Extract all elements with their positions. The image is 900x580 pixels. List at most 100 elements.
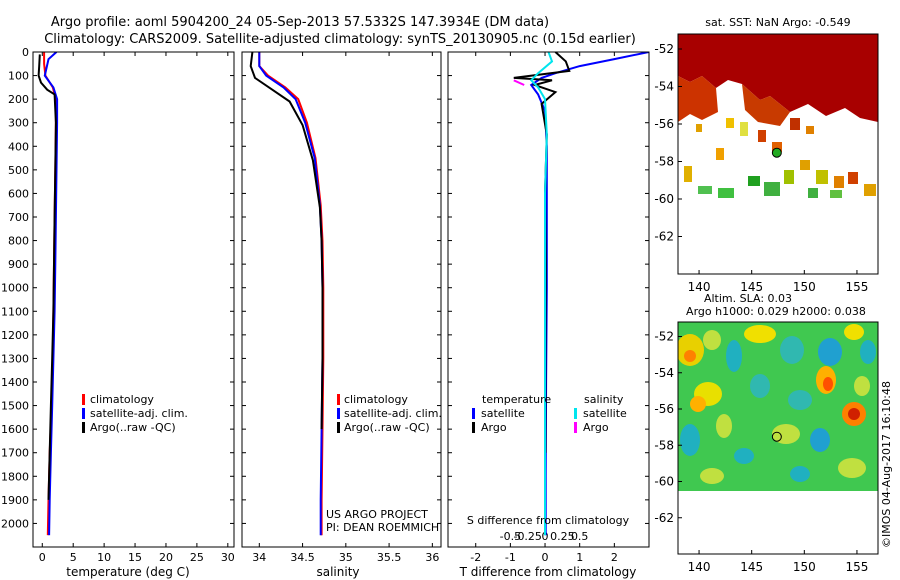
depth-tick-label: 200: [8, 93, 29, 106]
s-tick-label: 0: [542, 530, 549, 543]
legend-temp-satellite-label: satellite: [481, 407, 525, 420]
sst-patch: [784, 170, 794, 184]
sst-patch: [848, 172, 858, 184]
legend-temp-satellite-swatch: [472, 408, 475, 419]
sla-blob: [823, 377, 833, 391]
legend-climatology-swatch: [337, 394, 340, 405]
map-x-tick-label: 155: [845, 280, 868, 294]
map-y-tick-label: -56: [654, 402, 674, 416]
sst-patch: [758, 130, 766, 142]
sst-patch: [740, 122, 748, 136]
sst-patch: [716, 148, 724, 160]
series-line-satellite-adj-clim-: [43, 52, 59, 536]
sst-patch: [698, 186, 712, 194]
depth-tick-label: 900: [8, 258, 29, 271]
sst-map-panel: sat. SST: NaN Argo: -0.549: [654, 16, 879, 294]
depth-tick-label: 1100: [1, 305, 29, 318]
map-x-tick-label: 150: [793, 280, 816, 294]
sst-map-ticks: 140 145 150 155 -52 -54 -56 -58 -60 -62: [654, 42, 868, 294]
series-line-argo-raw-qc-: [249, 52, 324, 430]
salinity-panel: 34 34.5 35 35.5 36 salinity climatology sate…: [241, 51, 442, 579]
x-tick-label: 35: [339, 551, 353, 564]
depth-tick-label: 1700: [1, 447, 29, 460]
depth-tick-label: 1900: [1, 494, 29, 507]
s-tick-label: 0.5: [571, 530, 589, 543]
x-tick-label: 34.5: [290, 551, 315, 564]
legend-argo-label: Argo(..raw -QC): [90, 421, 176, 434]
series-line-satellite-adj-clim-: [258, 52, 324, 536]
x-tick-label: 5: [70, 551, 77, 564]
sst-patch: [834, 176, 844, 188]
sla-blob: [848, 408, 860, 420]
map-y-tick-label: -62: [654, 230, 674, 244]
depth-tick-label: 1500: [1, 400, 29, 413]
series-line-climatology: [258, 52, 325, 536]
x-tick-label: 34: [252, 551, 266, 564]
imos-watermark: ©IMOS 04-Aug-2017 16:10:48: [880, 381, 893, 548]
sst-map-frame: [677, 33, 879, 275]
s-difference-xlabel: S difference from climatology: [467, 514, 630, 527]
sla-blob: [838, 458, 866, 478]
depth-axis-ticks: 0 100 200 300 400 500 600 700 800 900 1000 1100 1200…: [1, 46, 234, 530]
salinity-legend: climatology satellite-adj. clim. Argo(..…: [337, 393, 442, 434]
sla-blob: [744, 325, 776, 343]
sla-map-ticks: 140 145 150 155 -52 -54 -56 -58 -60 -62: [654, 330, 868, 575]
legend-satellite-label: satellite-adj. clim.: [344, 407, 442, 420]
sst-patch: [806, 126, 814, 134]
salinity-axis-ticks: 34 34.5 35 35.5 36: [252, 52, 439, 564]
map-y-tick-label: -56: [654, 117, 674, 131]
temperature-legend: climatology satellite-adj. clim. Argo(..…: [82, 393, 188, 434]
difference-depth-ticks: [448, 51, 649, 524]
x-tick-label: -1: [505, 551, 516, 564]
t-difference-xlabel: T difference from climatology: [459, 565, 637, 579]
x-tick-label: 0: [39, 551, 46, 564]
map-y-tick-label: -58: [654, 438, 674, 452]
x-tick-label: 25: [190, 551, 204, 564]
depth-tick-label: 100: [8, 70, 29, 83]
x-tick-label: -2: [470, 551, 481, 564]
salinity-xlabel: salinity: [316, 565, 359, 579]
legend-sal-satellite-label: satellite: [583, 407, 627, 420]
sst-patch: [718, 188, 734, 198]
sla-blob: [734, 448, 754, 464]
legend-argo-label: Argo(..raw -QC): [344, 421, 430, 434]
s-tick-label: -0.25: [513, 530, 541, 543]
sla-blob: [818, 338, 842, 366]
map-y-tick-label: -52: [654, 330, 674, 344]
s-tick-label: 0.25: [550, 530, 575, 543]
salinity-depth-ticks: [242, 51, 441, 524]
sla-blob: [703, 330, 721, 350]
depth-tick-label: 1800: [1, 470, 29, 483]
sla-blob: [772, 424, 800, 444]
map-y-tick-label: -54: [654, 366, 674, 380]
legend-temp-argo-label: Argo: [481, 421, 507, 434]
sla-blob: [700, 468, 724, 484]
legend-sal-argo-swatch: [574, 422, 577, 433]
sla-blob: [684, 350, 696, 362]
map-x-tick-label: 140: [688, 280, 711, 294]
difference-panel: -2 -1 0 1 2 -0.5-0.25 0 0.250.5 T difference f…: [447, 51, 650, 579]
map-x-tick-label: 155: [845, 560, 868, 574]
salinity-panel-frame: [241, 51, 442, 548]
sst-patch: [816, 170, 828, 184]
difference-profile-lines: [513, 52, 649, 536]
depth-tick-label: 1400: [1, 376, 29, 389]
sst-patch: [726, 118, 734, 128]
sst-warm-edge-west: [678, 76, 718, 122]
temperature-xlabel: temperature (deg C): [66, 565, 189, 579]
sst-argo-position-marker: [771, 147, 782, 158]
legend-satellite-swatch: [337, 408, 340, 419]
pi-label: PI: DEAN ROEMMICH: [326, 521, 439, 534]
sla-map-frame: [677, 321, 879, 555]
map-y-tick-label: -60: [654, 475, 674, 489]
x-tick-label: 35.5: [377, 551, 402, 564]
x-tick-label: 36: [425, 551, 439, 564]
sst-warm-region: [678, 34, 878, 122]
depth-tick-label: 500: [8, 164, 29, 177]
map-y-tick-label: -60: [654, 192, 674, 206]
sla-blob: [810, 428, 830, 452]
depth-tick-label: 600: [8, 187, 29, 200]
x-tick-label: 0: [542, 551, 549, 564]
sst-patch: [790, 118, 800, 130]
